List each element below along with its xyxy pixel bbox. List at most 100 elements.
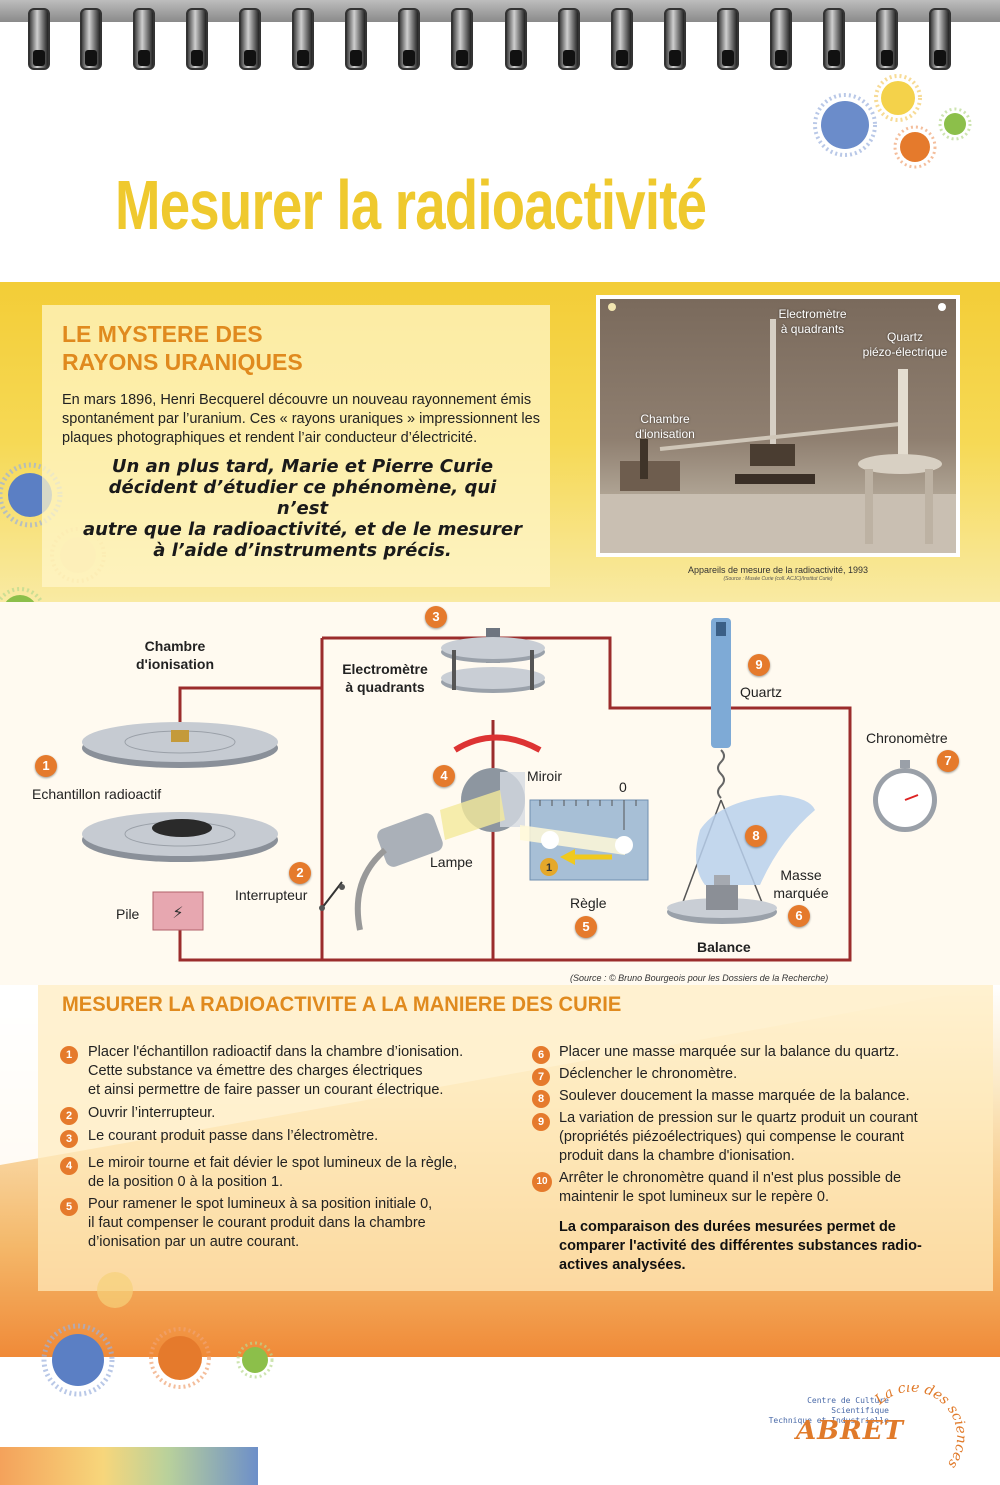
- abret-logo: ABRET: [796, 1416, 904, 1446]
- binding-ring-hole: [244, 50, 256, 66]
- binding-ring: [451, 8, 473, 70]
- binding-ring: [823, 8, 845, 70]
- label-masse-marquee: Masse marquée: [770, 866, 832, 902]
- binding-ring: [876, 8, 898, 70]
- step-5-text: Pour ramener le spot lumineux à sa posit…: [88, 1195, 432, 1252]
- label-quartz: Quartz: [740, 684, 783, 700]
- step-number: 9: [532, 1113, 550, 1131]
- step-line: Placer une masse marquée sur la balance …: [559, 1044, 900, 1060]
- label-echantillon: Echantillon radioactif: [32, 786, 162, 802]
- label-line: à quadrants: [345, 679, 425, 695]
- step-line: Placer l'échantillon radioactif dans la …: [88, 1044, 464, 1060]
- label-chambre-ionisation: Chambre d'ionisation: [120, 637, 230, 673]
- conclusion-line: La comparaison des durées mesurées perme…: [559, 1219, 896, 1235]
- diagram-source: (Source : © Bruno Bourgeois pour les Dos…: [570, 973, 829, 983]
- binding-ring-hole: [85, 50, 97, 66]
- steps-box: [38, 985, 993, 1291]
- binding-ring: [611, 8, 633, 70]
- step-number: 4: [60, 1157, 78, 1175]
- step-number: 10: [532, 1172, 552, 1192]
- binding-ring-hole: [828, 50, 840, 66]
- step-marker-4: 4: [433, 765, 455, 787]
- quote-line: décident d’étudier ce phénomène, qui n’e…: [108, 477, 497, 519]
- step-line: de la position 0 à la position 1.: [88, 1174, 284, 1190]
- step-line: Soulever doucement la masse marquée de l…: [559, 1088, 910, 1104]
- binding-ring: [239, 8, 261, 70]
- step-line: Déclencher le chronomètre.: [559, 1066, 738, 1082]
- label-balance: Balance: [697, 939, 751, 955]
- label-line: Chambre: [144, 638, 206, 654]
- svg-text:1: 1: [546, 862, 552, 874]
- step-marker-6: 6: [788, 905, 810, 927]
- historic-instruments-photo: Chambre d'ionisation Electromètre à quad…: [600, 299, 956, 553]
- step-6-text: Placer une masse marquée sur la balance …: [559, 1043, 899, 1062]
- label-electrometre: Electromètre à quadrants: [330, 660, 440, 696]
- photo-source: (Source : Musée Curie (coll. ACJC)/Insti…: [723, 576, 833, 582]
- label-line: Electromètre: [778, 307, 847, 321]
- intro-heading: LE MYSTERE DES RAYONS URANIQUES: [62, 320, 303, 376]
- step-line: produit dans la chambre d'ionisation.: [559, 1148, 795, 1164]
- step-marker-5: 5: [575, 916, 597, 938]
- step-line: Le miroir tourne et fait dévier le spot …: [88, 1155, 458, 1171]
- step-9-text: La variation de pression sur le quartz p…: [559, 1109, 918, 1166]
- binding-ring-hole: [138, 50, 150, 66]
- binding-ring: [770, 8, 792, 70]
- label-zero: 0: [619, 779, 627, 795]
- logo-arc-text: La clé des sciences: [871, 1385, 969, 1471]
- step-number: 1: [60, 1046, 78, 1064]
- binding-ring: [929, 8, 951, 70]
- step-line: Le courant produit passe dans l’électrom…: [88, 1128, 379, 1144]
- step-line: Cette substance va émettre des charges é…: [88, 1063, 423, 1079]
- binding-ring-hole: [669, 50, 681, 66]
- binding-ring: [505, 8, 527, 70]
- logo-arc-label: La clé des sciences: [871, 1385, 969, 1471]
- binding-ring-hole: [297, 50, 309, 66]
- step-8-text: Soulever doucement la masse marquée de l…: [559, 1087, 910, 1106]
- label-pile: Pile: [116, 906, 140, 922]
- binding-ring-hole: [934, 50, 946, 66]
- measurement-diagram: ⚡ 1: [82, 618, 937, 962]
- photo-drawing: [600, 303, 956, 553]
- step-number: 8: [532, 1090, 550, 1108]
- label-line: Electromètre: [342, 661, 428, 677]
- binding-ring: [133, 8, 155, 70]
- footer-color-strip: [0, 1447, 258, 1485]
- quote-line: autre que la radioactivité, et de le mes…: [82, 519, 523, 540]
- decorative-dots-bottom: [41, 1272, 274, 1397]
- intro-quote: Un an plus tard, Marie et Pierre Curie d…: [80, 456, 525, 561]
- step-marker-3: 3: [425, 606, 447, 628]
- step-number: 3: [60, 1130, 78, 1148]
- binding-ring: [717, 8, 739, 70]
- label-line: d'ionisation: [136, 656, 214, 672]
- step-line: il faut compenser le courant produit dan…: [88, 1215, 426, 1231]
- step-marker-9: 9: [748, 654, 770, 676]
- step-number: 6: [532, 1046, 550, 1064]
- step-2-text: Ouvrir l’interrupteur.: [88, 1104, 215, 1123]
- binding-ring-hole: [510, 50, 522, 66]
- binding-ring-hole: [350, 50, 362, 66]
- binding-ring-hole: [191, 50, 203, 66]
- label-interrupteur: Interrupteur: [235, 887, 308, 903]
- step-line: et ainsi permettre de faire passer un co…: [88, 1082, 444, 1098]
- step-number: 5: [60, 1198, 78, 1216]
- quote-line: à l’aide d’instruments précis.: [153, 540, 452, 561]
- logo-line: Centre de Culture Scientifique: [807, 1396, 889, 1415]
- binding-ring: [80, 8, 102, 70]
- label-lampe: Lampe: [430, 854, 473, 870]
- binding-ring-hole: [33, 50, 45, 66]
- binding-ring-hole: [722, 50, 734, 66]
- photo-caption: Appareils de mesure de la radioactivité,…: [687, 565, 869, 575]
- binding-ring: [186, 8, 208, 70]
- step-7-text: Déclencher le chronomètre.: [559, 1065, 737, 1084]
- page-title: Mesurer la radioactivité: [115, 166, 707, 244]
- label-line: d'ionisation: [635, 427, 695, 441]
- binding-ring: [292, 8, 314, 70]
- step-line: d’ionisation par un autre courant.: [88, 1234, 300, 1250]
- step-line: Ouvrir l’interrupteur.: [88, 1105, 216, 1121]
- binding-ring-hole: [616, 50, 628, 66]
- label-line: piézo-électrique: [862, 345, 948, 359]
- binding-ring-hole: [456, 50, 468, 66]
- step-marker-1: 1: [35, 755, 57, 777]
- logo-line: Technique et Industrielle: [768, 1416, 889, 1425]
- svg-text:La clé des sciences: La clé des sciences: [871, 1385, 969, 1471]
